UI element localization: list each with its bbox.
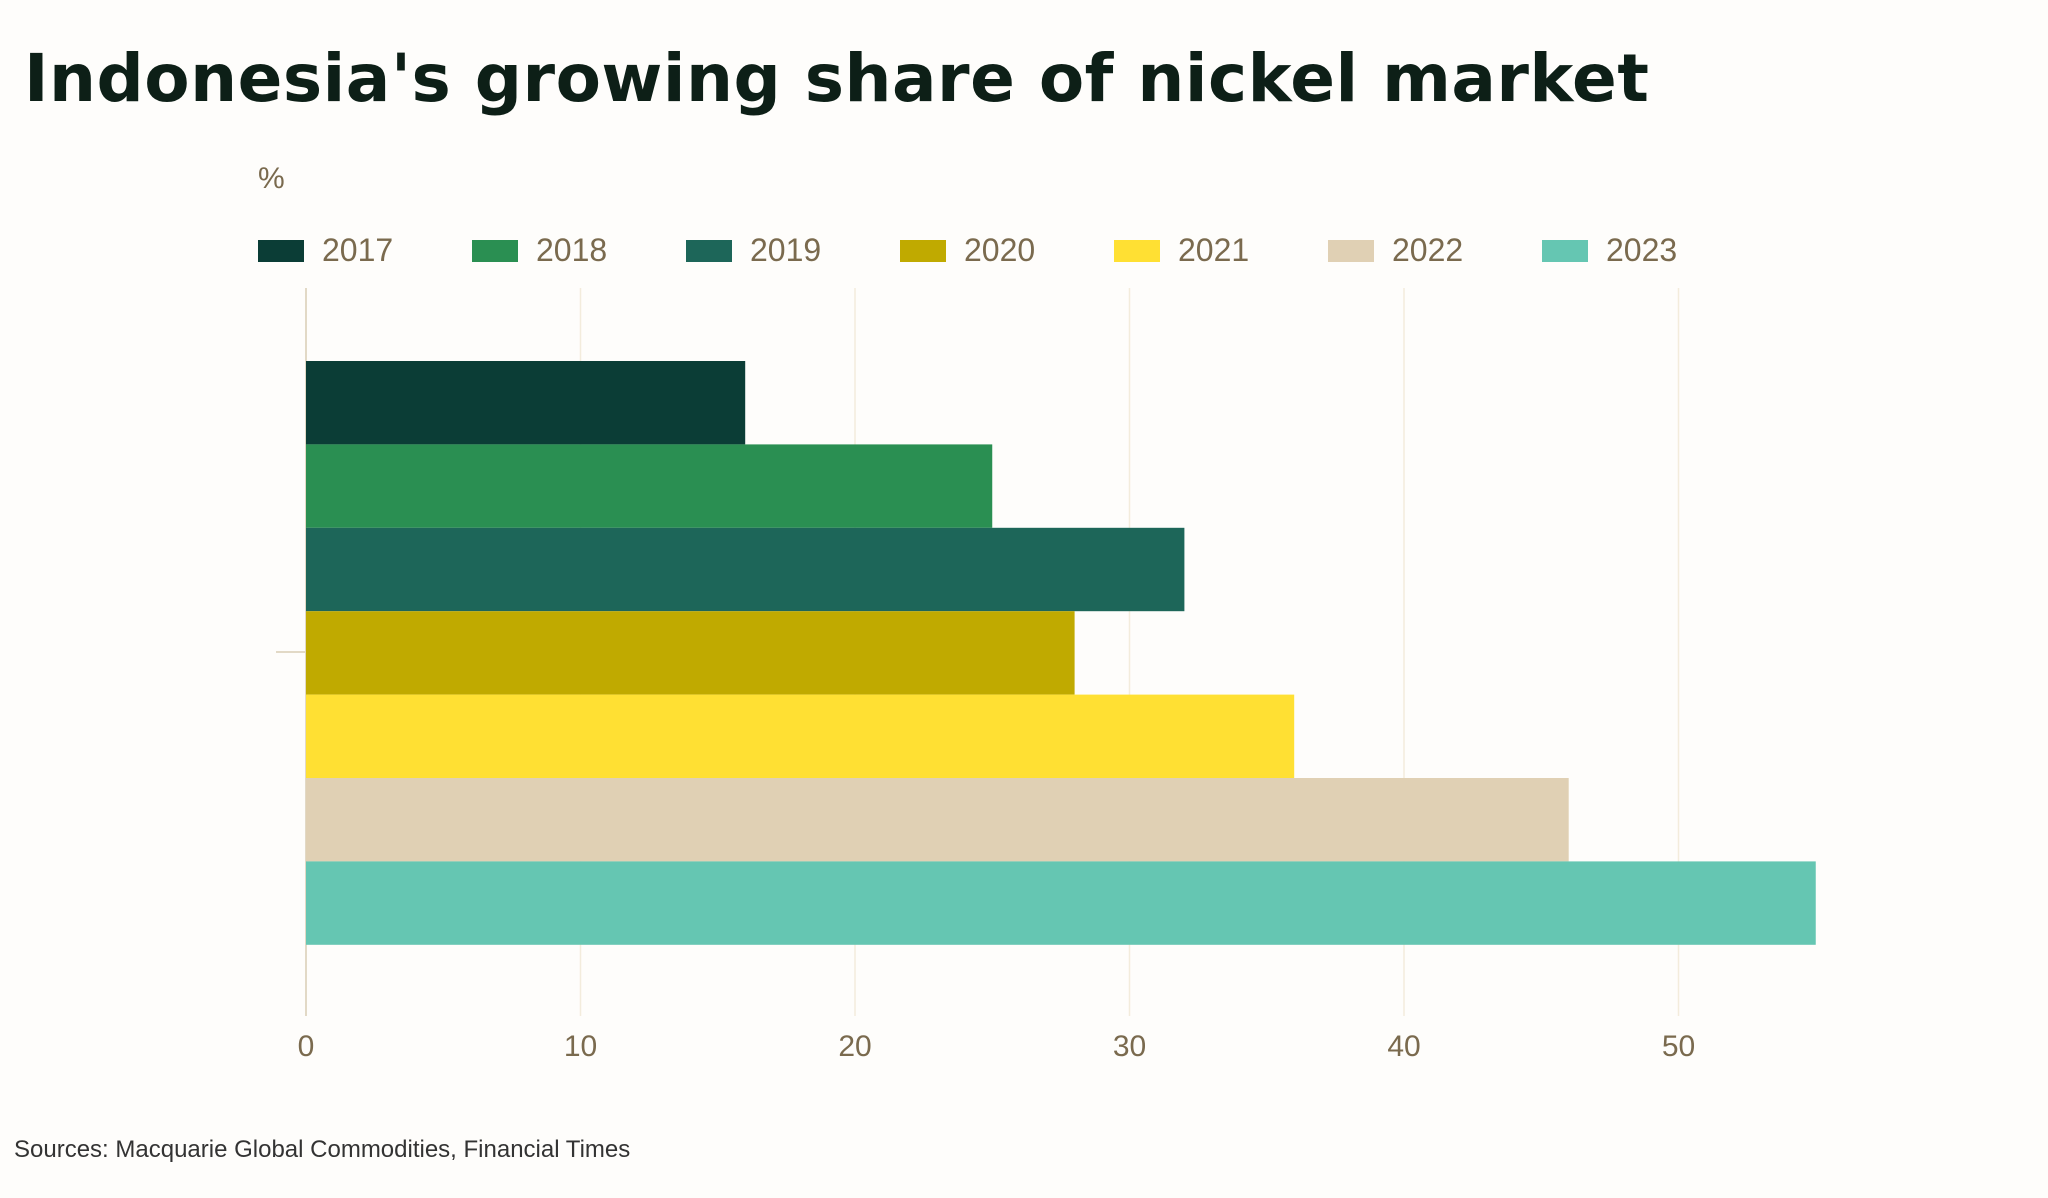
legend-swatch-2021 [1114,239,1160,262]
legend-item-2018: 2018 [472,232,686,269]
x-tick-label-10: 10 [564,1030,597,1063]
legend-item-2021: 2021 [1114,232,1328,269]
bar-2023 [306,861,1816,945]
legend-swatch-2019 [686,239,732,262]
bar-2022 [306,778,1569,862]
x-tick-label-20: 20 [838,1030,871,1063]
legend-label-2019: 2019 [750,232,822,268]
legend-label-2022: 2022 [1392,232,1464,268]
bar-2017 [306,361,746,445]
x-tick-label-50: 50 [1662,1030,1695,1063]
legend-swatch-2018 [472,239,518,262]
legend-swatch-2022 [1328,239,1374,262]
legend-item-2020: 2020 [900,232,1114,269]
legend-item-2019: 2019 [686,232,900,269]
legend-label-2018: 2018 [536,232,608,268]
x-axis-ticks: 0 10 20 30 40 50 [298,1030,1696,1063]
bar-2018 [306,444,993,528]
legend-swatch-2017 [258,239,304,262]
legend-label-2020: 2020 [964,232,1036,268]
legend-swatch-2020 [900,239,946,262]
legend-label-2023: 2023 [1606,232,1678,268]
x-tick-label-0: 0 [298,1030,315,1063]
x-tick-label-40: 40 [1387,1030,1420,1063]
legend-item-2017: 2017 [258,232,472,269]
chart-title: Indonesia's growing share of nickel mark… [24,40,1650,117]
legend-label-2021: 2021 [1178,232,1250,268]
legend-label-2017: 2017 [322,232,394,268]
bar-2019 [306,527,1185,612]
bars [306,361,1816,945]
legend-item-2022: 2022 [1328,232,1542,269]
legend-item-2023: 2023 [1542,232,1756,269]
legend: 2017 2018 2019 2020 2021 2022 2023 [258,232,1756,269]
bar-2021 [306,694,1295,778]
legend-swatch-2023 [1542,239,1588,262]
bar-2020 [306,611,1075,695]
source-note: Sources: Macquarie Global Commodities, F… [14,1136,631,1163]
x-tick-label-30: 30 [1113,1030,1146,1063]
unit-label: % [258,162,285,195]
